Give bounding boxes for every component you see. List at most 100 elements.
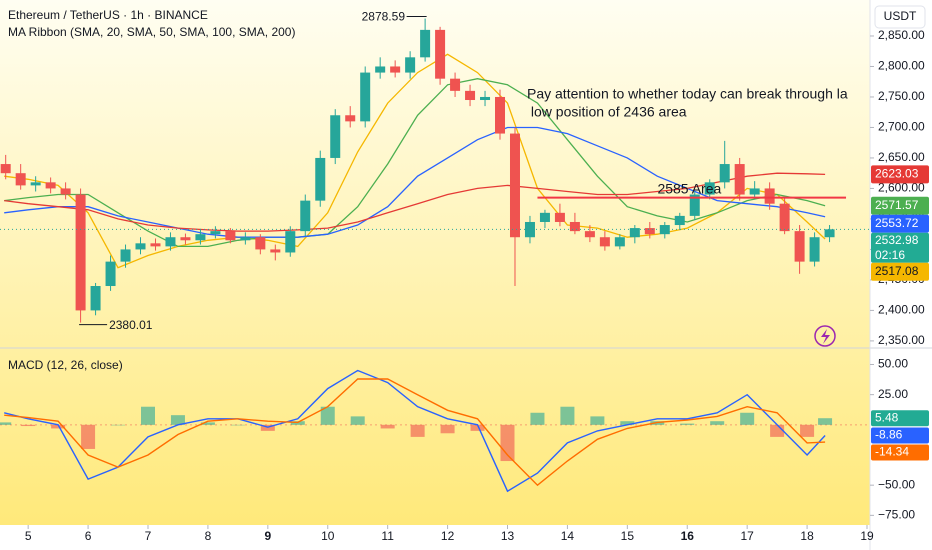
indicator-title: MA Ribbon (SMA, 20, SMA, 50, SMA, 100, S… xyxy=(8,25,295,39)
x-tick-label: 8 xyxy=(205,529,212,543)
histogram-bar xyxy=(21,424,36,427)
price-tag-label: 2517.08 xyxy=(875,264,919,278)
y-tick-label: 2,700.00 xyxy=(878,120,925,134)
candle-body xyxy=(0,164,11,174)
price-tag xyxy=(871,165,929,184)
annotation-label: 2878.59 xyxy=(362,10,406,24)
candle-body xyxy=(509,133,520,238)
moving-average-line xyxy=(4,172,826,232)
candle-body xyxy=(270,249,281,253)
y-tick-label: −50.00 xyxy=(878,477,915,491)
x-tick-label: 19 xyxy=(860,529,874,543)
y-tick-label: −75.00 xyxy=(878,508,915,522)
price-tag xyxy=(871,444,929,461)
note-text: Pay attention to whether today can break… xyxy=(527,86,848,102)
candle-body xyxy=(779,203,790,232)
level-label: 2585 Area xyxy=(657,180,721,196)
y-tick-label: 2,400.00 xyxy=(878,303,925,317)
histogram-bar xyxy=(350,416,365,425)
histogram-bar xyxy=(710,421,725,425)
candle-body xyxy=(435,29,446,79)
histogram-bar xyxy=(560,406,575,425)
candle-body xyxy=(255,237,266,250)
histogram-bar xyxy=(111,424,126,426)
price-tag-label: 2553.72 xyxy=(875,216,919,230)
candle-body xyxy=(524,221,535,238)
y-tick-label: 2,600.00 xyxy=(878,181,925,195)
histogram-bar xyxy=(170,415,185,425)
candle-body xyxy=(719,164,730,183)
histogram-bar xyxy=(680,423,695,425)
currency-button[interactable] xyxy=(874,5,926,29)
candle-body xyxy=(764,188,775,204)
candle-body xyxy=(390,66,401,73)
candle-body xyxy=(195,234,206,241)
x-tick-label: 11 xyxy=(381,529,394,543)
histogram-bar xyxy=(51,424,66,429)
price-tag-label: -14.34 xyxy=(875,445,909,459)
price-tag-label: 2532.98 xyxy=(875,233,919,247)
candle-body xyxy=(165,237,176,247)
candle-body xyxy=(300,200,311,232)
y-tick-label: 2,650.00 xyxy=(878,150,925,164)
candle-body xyxy=(135,243,146,250)
candle-body xyxy=(584,231,595,238)
price-tag-label: -8.86 xyxy=(875,428,903,442)
currency-label: USDT xyxy=(884,9,917,23)
candle-body xyxy=(225,231,236,241)
candle-body xyxy=(480,96,491,101)
candle-body xyxy=(360,72,371,122)
histogram-bar xyxy=(380,424,395,429)
candle-body xyxy=(734,164,745,195)
y-tick-label: 25.00 xyxy=(878,387,908,401)
candle-body xyxy=(704,182,715,195)
candle-body xyxy=(75,194,86,311)
x-tick-label: 10 xyxy=(321,529,335,543)
macd-title: MACD (12, 26, close) xyxy=(8,358,123,372)
moving-average-line xyxy=(4,126,826,238)
price-tag xyxy=(871,262,929,281)
candle-body xyxy=(674,215,685,226)
x-tick-label: 16 xyxy=(681,529,695,543)
time-axis-background xyxy=(0,525,932,550)
histogram-bar xyxy=(620,421,635,425)
price-tag xyxy=(871,427,929,444)
chart-title: Ethereum / TetherUS · 1h · BINANCE xyxy=(8,8,208,22)
histogram-bar xyxy=(410,424,425,437)
histogram-bar xyxy=(0,422,12,425)
histogram-bar xyxy=(818,418,833,425)
histogram-bar xyxy=(800,424,815,437)
candle-body xyxy=(539,212,550,222)
y-tick-label: 2,800.00 xyxy=(878,59,925,73)
histogram-bar xyxy=(230,424,245,426)
candle-body xyxy=(105,261,116,287)
x-tick-label: 12 xyxy=(441,529,455,543)
annotation-label: 2380.01 xyxy=(109,318,153,332)
candle-body xyxy=(150,243,161,247)
price-tag-label: 5.48 xyxy=(875,410,899,424)
histogram-bar xyxy=(470,424,485,431)
x-tick-label: 7 xyxy=(145,529,152,543)
candle-body xyxy=(345,115,356,122)
candle-body xyxy=(554,212,565,222)
macd-line xyxy=(4,378,826,487)
candle-body xyxy=(90,286,101,311)
x-tick-label: 5 xyxy=(25,529,32,543)
price-tag xyxy=(871,232,929,263)
candle-body xyxy=(599,237,610,247)
axes: 5 6 7 8 9 10 11 12 13 14 15 16 17 18 19 2,350.00 2,400.0… xyxy=(25,28,929,543)
alert-icon[interactable] xyxy=(814,325,836,347)
x-tick-label: 14 xyxy=(561,529,575,543)
y-tick-label: 2,750.00 xyxy=(878,89,925,103)
x-tick-label: 13 xyxy=(501,529,515,543)
histogram-bar xyxy=(530,412,545,425)
y-tick-label: 2,350.00 xyxy=(878,333,925,347)
price-tag-label: 2623.03 xyxy=(875,167,919,181)
price-tag-label: 2571.57 xyxy=(875,198,919,212)
candle-body xyxy=(45,182,56,189)
histogram-bar xyxy=(81,424,96,449)
moving-average-line xyxy=(4,78,826,248)
x-tick-label: 6 xyxy=(85,529,92,543)
histogram-bar xyxy=(140,406,155,425)
